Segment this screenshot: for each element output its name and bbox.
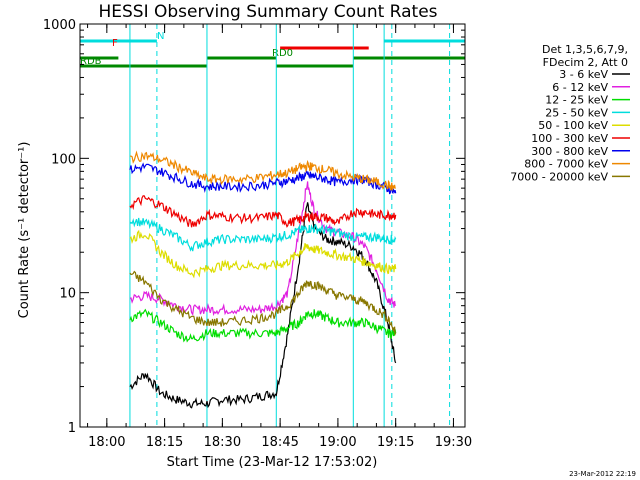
plot-frame	[79, 23, 466, 428]
legend-entry-label: 7000 - 20000 keV	[510, 170, 608, 183]
x-tick-label: 18:30	[204, 435, 241, 450]
time-markers	[129, 24, 451, 427]
x-tick-label: 18:45	[261, 435, 298, 450]
x-tick-label: 18:00	[88, 435, 125, 450]
series-line	[129, 162, 397, 195]
chart-title: HESSI Observing Summary Count Rates	[98, 2, 437, 22]
x-tick-label: 19:00	[319, 435, 356, 450]
x-tick-label: 19:15	[377, 435, 414, 450]
x-tick-label: 18:15	[146, 435, 183, 450]
legend-entry-label: 3 - 6 keV	[559, 68, 608, 81]
legend-header: Det 1,3,5,6,7,9,	[542, 43, 628, 56]
series-line	[129, 181, 397, 317]
legend-entry-label: 50 - 100 keV	[538, 119, 608, 132]
legend-entry-label: 800 - 7000 keV	[524, 158, 608, 171]
y-tick-label: 10	[59, 287, 76, 302]
y-axis-label: Count Rate (s⁻¹ detector⁻¹)	[17, 142, 32, 319]
legend-entry-label: 12 - 25 keV	[545, 94, 608, 107]
series-line	[129, 270, 397, 337]
x-ticks: 18:00 18:15 18:30 18:45 19:00 19:15 19:30	[87, 24, 472, 450]
series-line	[129, 202, 397, 409]
series-line	[129, 229, 397, 279]
status-bar-label: RD0	[272, 48, 293, 59]
y-tick-label: 1	[68, 421, 76, 436]
series-layer	[129, 150, 397, 409]
status-bars: N F RD0 RDB	[80, 31, 465, 68]
status-bar-label: RDB	[80, 56, 102, 67]
series-line	[129, 195, 397, 228]
status-bar-label: N	[157, 31, 164, 42]
y-tick-label: 1000	[43, 18, 76, 33]
legend-entry-label: 100 - 300 keV	[531, 132, 608, 145]
legend-entry-label: 25 - 50 keV	[545, 106, 608, 119]
timestamp: 23-Mar-2012 22:19	[569, 470, 636, 478]
y-ticks: 1 10 100 1000	[43, 18, 465, 436]
legend-entry-label: 6 - 12 keV	[552, 81, 608, 94]
series-line	[129, 308, 397, 343]
x-tick-label: 19:30	[435, 435, 472, 450]
y-tick-label: 100	[51, 152, 76, 167]
series-line	[129, 150, 396, 191]
x-axis-label: Start Time (23-Mar-12 17:53:02)	[167, 455, 378, 470]
legend-entry-label: 300 - 800 keV	[531, 145, 608, 158]
legend-header: FDecim 2, Att 0	[543, 56, 628, 69]
series-line	[129, 217, 397, 252]
status-bar-label: F	[112, 38, 118, 49]
legend: Det 1,3,5,6,7,9,FDecim 2, Att 03 - 6 keV…	[510, 43, 630, 183]
